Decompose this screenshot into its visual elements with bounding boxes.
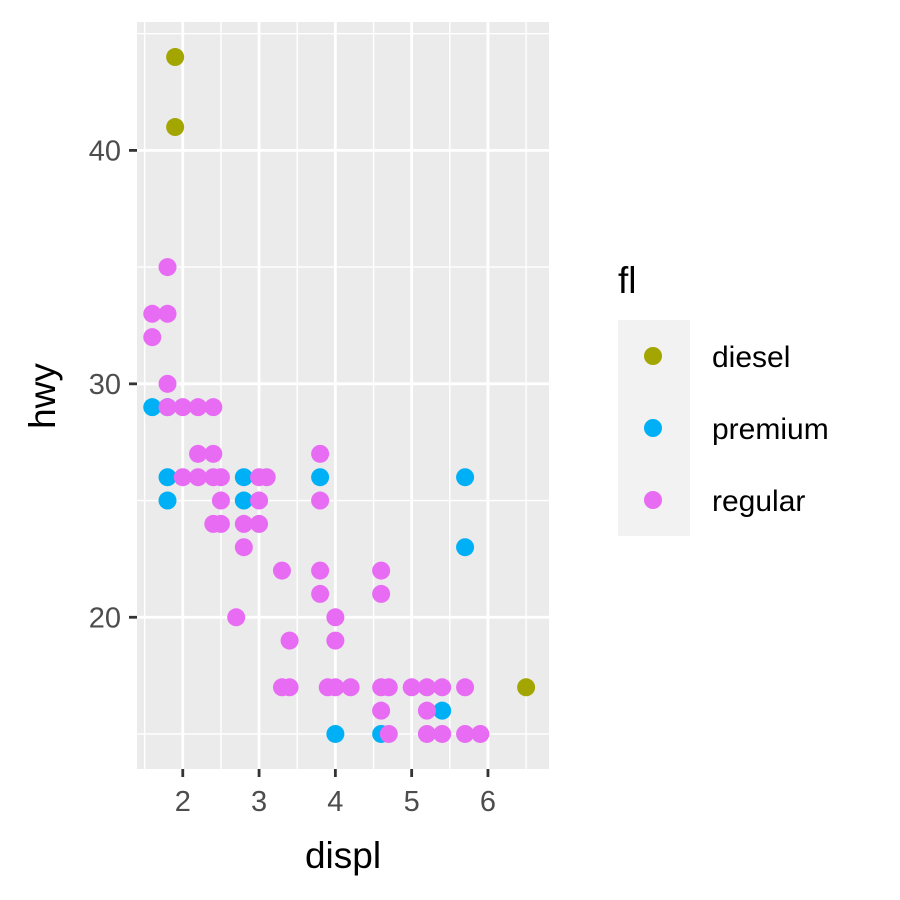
point-regular <box>234 514 253 533</box>
point-regular <box>272 561 291 580</box>
point-diesel <box>166 118 185 137</box>
point-regular <box>433 678 452 697</box>
point-regular <box>311 584 330 603</box>
legend-label-premium: premium <box>712 413 829 446</box>
point-regular <box>211 468 230 487</box>
point-regular <box>189 444 208 463</box>
x-axis-title: displ <box>305 835 381 876</box>
point-regular <box>204 444 223 463</box>
point-regular <box>379 724 398 743</box>
point-premium <box>234 491 253 510</box>
point-regular <box>250 514 269 533</box>
point-regular <box>326 631 345 650</box>
point-regular <box>326 678 345 697</box>
legend-key-premium <box>644 419 662 437</box>
minor-gridlines <box>137 22 549 769</box>
x-axis: 2 3 4 5 6 <box>175 769 496 818</box>
point-regular <box>158 398 177 417</box>
point-regular <box>326 608 345 627</box>
point-regular <box>173 468 192 487</box>
point-regular <box>143 328 162 347</box>
point-premium <box>158 491 177 510</box>
major-gridlines <box>137 22 549 769</box>
legend-label-regular: regular <box>712 485 805 518</box>
point-diesel <box>517 678 536 697</box>
legend-key-regular <box>644 491 662 509</box>
point-regular <box>341 678 360 697</box>
legend-title: fl <box>618 260 637 301</box>
point-premium <box>234 468 253 487</box>
point-regular <box>143 304 162 323</box>
point-regular <box>189 468 208 487</box>
point-regular <box>379 678 398 697</box>
point-regular <box>158 374 177 393</box>
y-tick-label: 30 <box>89 369 121 401</box>
legend: fl diesel premium regular <box>618 260 829 536</box>
x-tick-label: 6 <box>480 786 496 818</box>
point-premium <box>326 724 345 743</box>
point-regular <box>234 538 253 557</box>
point-regular <box>311 561 330 580</box>
point-regular <box>250 491 269 510</box>
point-regular <box>158 304 177 323</box>
point-regular <box>280 678 299 697</box>
point-regular <box>211 491 230 510</box>
point-regular <box>173 398 192 417</box>
x-tick-label: 2 <box>175 786 191 818</box>
y-axis-title: hwy <box>22 363 63 429</box>
legend-key-diesel <box>644 347 662 365</box>
x-tick-label: 4 <box>327 786 343 818</box>
point-regular <box>417 701 436 720</box>
point-premium <box>433 701 452 720</box>
y-tick-label: 40 <box>89 135 121 167</box>
point-regular <box>280 631 299 650</box>
point-regular <box>204 398 223 417</box>
legend-label-diesel: diesel <box>712 341 790 374</box>
x-tick-label: 3 <box>251 786 267 818</box>
point-regular <box>257 468 276 487</box>
point-regular <box>189 398 208 417</box>
point-regular <box>471 724 490 743</box>
point-regular <box>311 444 330 463</box>
point-premium <box>456 468 475 487</box>
point-regular <box>417 724 436 743</box>
point-regular <box>402 678 421 697</box>
point-regular <box>417 678 436 697</box>
point-regular <box>456 678 475 697</box>
point-regular <box>372 701 391 720</box>
point-regular <box>311 491 330 510</box>
point-premium <box>143 398 162 417</box>
point-regular <box>158 258 177 277</box>
point-premium <box>158 468 177 487</box>
x-tick-label: 5 <box>404 786 420 818</box>
point-regular <box>227 608 246 627</box>
point-premium <box>456 538 475 557</box>
data-points <box>143 48 536 743</box>
point-regular <box>433 724 452 743</box>
point-regular <box>372 561 391 580</box>
point-diesel <box>166 48 185 67</box>
point-regular <box>456 724 475 743</box>
point-regular <box>211 514 230 533</box>
y-axis: 20 30 40 <box>89 135 137 634</box>
point-premium <box>311 468 330 487</box>
y-tick-label: 20 <box>89 602 121 634</box>
point-regular <box>372 584 391 603</box>
